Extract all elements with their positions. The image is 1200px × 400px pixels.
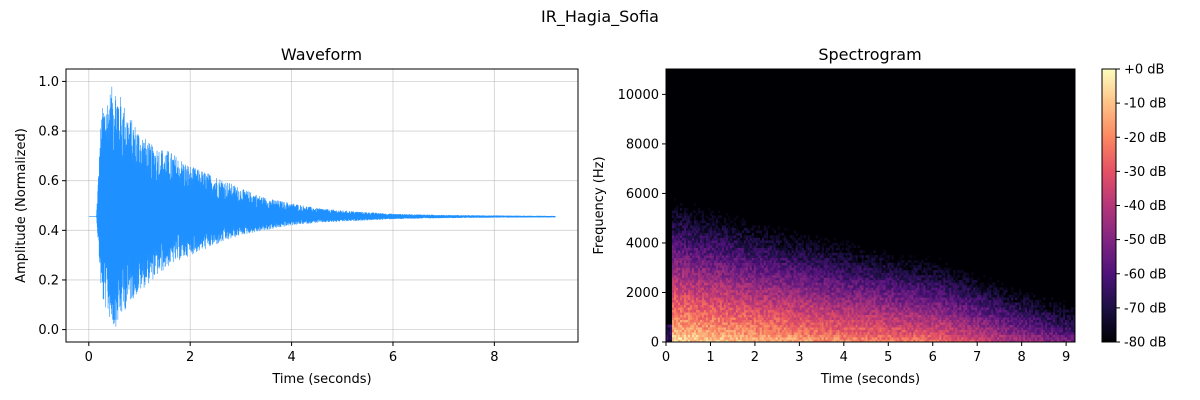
colorbar-ticks: +0 dB -10 dB -20 dB -30 dB -40 dB -50 dB -60 d… [1116,63,1167,351]
waveform-title: Waveform [281,45,362,64]
colorbar-tick-label: -20 dB [1124,131,1167,146]
waveform-y-tick-label: 0.6 [38,174,59,189]
waveform-axes-frame [65,68,579,343]
waveform-plot-area [88,86,556,327]
spectrogram-axes-frame [665,68,1076,343]
waveform-y-axis-label: Amplitude (Normalized) [14,128,29,283]
figure-title: IR_Hagia_Sofia [541,7,659,27]
spectrogram-plot-area [666,69,1076,343]
waveform-y-tick-label: 1.0 [38,75,59,90]
spectrogram-x-tick-label: 9 [1062,350,1070,365]
waveform-x-tick-label: 4 [287,350,295,365]
spectrogram-x-tick-label: 7 [973,350,981,365]
spectrogram-y-tick-label: 2000 [626,286,659,301]
waveform-line [88,86,556,327]
spectrogram-panel: Spectrogram 0 1 2 3 4 5 6 7 8 9 0 2000 4000 6000 8000… [592,45,1076,387]
spectrogram-title: Spectrogram [818,45,921,64]
spectrogram-x-tick-label: 5 [884,350,892,365]
waveform-x-tick-label: 8 [490,350,498,365]
spectrogram-x-tick-label: 0 [662,350,670,365]
spectrogram-y-tick-label: 6000 [626,187,659,202]
colorbar-tick-label: -80 dB [1124,336,1167,351]
waveform-grid [66,69,578,342]
waveform-y-ticks: 0.0 0.2 0.4 0.6 0.8 1.0 [38,75,66,338]
spectrogram-x-tick-label: 4 [840,350,848,365]
spectrogram-x-tick-label: 6 [929,350,937,365]
spectrogram-y-tick-label: 10000 [618,88,659,103]
spectrogram-y-tick-label: 0 [651,336,659,351]
waveform-x-ticks: 0 2 4 6 8 [85,342,498,365]
colorbar-tick-label: -60 dB [1124,267,1167,282]
waveform-y-tick-label: 0.2 [38,273,59,288]
spectrogram-cells [666,198,1076,343]
waveform-panel: Waveform 0 2 4 6 8 0.0 0.2 0.4 0.6 0.8 1.0 Time (… [14,45,579,387]
waveform-y-tick-label: 0.8 [38,125,59,140]
spectrogram-x-ticks: 0 1 2 3 4 5 6 7 8 9 [662,342,1070,365]
spectrogram-y-tick-label: 8000 [626,137,659,152]
waveform-x-axis-label: Time (seconds) [271,372,371,387]
spectrogram-y-tick-label: 4000 [626,236,659,251]
waveform-y-tick-label: 0.0 [38,323,59,338]
waveform-x-tick-label: 0 [85,350,93,365]
colorbar: +0 dB -10 dB -20 dB -30 dB -40 dB -50 dB -60 d… [1101,63,1167,351]
waveform-x-tick-label: 2 [186,350,194,365]
waveform-x-tick-label: 6 [389,350,397,365]
waveform-y-tick-label: 0.4 [38,224,59,239]
colorbar-tick-label: -70 dB [1124,301,1167,316]
colorbar-tick-label: -10 dB [1124,97,1167,112]
colorbar-tick-label: -40 dB [1124,199,1167,214]
colorbar-tick-label: -50 dB [1124,233,1167,248]
spectrogram-x-tick-label: 8 [1018,350,1026,365]
colorbar-tick-label: -30 dB [1124,165,1167,180]
spectrogram-x-tick-label: 3 [795,350,803,365]
spectrogram-y-ticks: 0 2000 4000 6000 8000 10000 [618,88,666,351]
spectrogram-y-axis-label: Frequency (Hz) [592,156,607,254]
spectrogram-x-tick-label: 1 [706,350,714,365]
colorbar-tick-label: +0 dB [1124,63,1164,78]
spectrogram-x-tick-label: 2 [751,350,759,365]
spectrogram-x-axis-label: Time (seconds) [820,372,920,387]
colorbar-gradient [1101,68,1117,343]
